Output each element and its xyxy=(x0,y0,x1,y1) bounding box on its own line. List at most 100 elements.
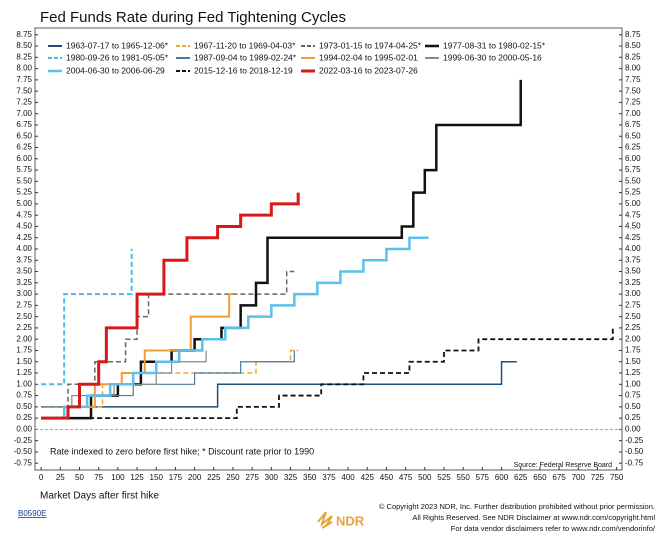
y2-tick-label: -0.25 xyxy=(625,436,644,445)
series-line xyxy=(41,349,299,408)
x-tick-label: 750 xyxy=(610,473,624,482)
x-tick-label: 675 xyxy=(552,473,566,482)
y2-tick-label: 2.00 xyxy=(625,334,641,343)
y2-tick-label: 8.50 xyxy=(625,41,641,50)
series-line xyxy=(41,236,429,420)
y-tick-label: 3.00 xyxy=(16,289,32,298)
y2-tick-label: 0.00 xyxy=(625,425,641,434)
y2-tick-label: 1.00 xyxy=(625,379,641,388)
y2-tick-label: 6.75 xyxy=(625,120,641,129)
legend-label: 1980-09-26 to 1981-05-05* xyxy=(66,52,169,62)
y-tick-label: 8.75 xyxy=(16,30,32,39)
x-tick-label: 125 xyxy=(130,473,144,482)
annotation: Rate indexed to zero before first hike; … xyxy=(50,446,314,456)
y-tick-label: 8.50 xyxy=(16,41,32,50)
legend-label: 1967-11-20 to 1969-04-03* xyxy=(194,40,296,50)
y2-tick-label: 4.25 xyxy=(625,233,641,242)
y2-tick-label: 1.75 xyxy=(625,346,641,355)
y2-tick-label: 5.25 xyxy=(625,188,641,197)
y2-tick-label: 3.75 xyxy=(625,255,641,264)
y-tick-label: 7.75 xyxy=(16,75,32,84)
x-tick-label: 175 xyxy=(169,473,183,482)
y2-tick-label: 2.25 xyxy=(625,323,641,332)
y2-tick-label: 3.00 xyxy=(625,289,641,298)
x-tick-label: 375 xyxy=(322,473,336,482)
y-tick-label: 2.25 xyxy=(16,323,32,332)
source: Source: Federal Reserve Board xyxy=(514,462,613,469)
y-tick-label: 0.75 xyxy=(16,391,32,400)
footer-line: For data vendor disclaimers refer to www… xyxy=(451,524,656,533)
y-tick-label: 6.50 xyxy=(16,131,32,140)
y-tick-label: 6.25 xyxy=(16,143,32,152)
y2-tick-label: 4.00 xyxy=(625,244,641,253)
y-tick-label: 5.00 xyxy=(16,199,32,208)
y-tick-label: 4.75 xyxy=(16,210,32,219)
x-tick-label: 325 xyxy=(284,473,298,482)
y2-tick-label: 3.50 xyxy=(625,267,641,276)
x-tick-label: 525 xyxy=(437,473,451,482)
series-line xyxy=(41,249,133,386)
x-tick-label: 100 xyxy=(111,473,125,482)
x-tick-label: 200 xyxy=(188,473,202,482)
x-tick-label: 450 xyxy=(380,473,394,482)
series-line xyxy=(41,350,207,408)
legend-label: 1999-06-30 to 2000-05-16 xyxy=(443,52,542,62)
y-tick-label: 1.50 xyxy=(16,357,32,366)
y-tick-label: 4.25 xyxy=(16,233,32,242)
x-tick-label: 50 xyxy=(75,473,84,482)
y-tick-label: 1.00 xyxy=(16,379,32,388)
y2-tick-label: 5.00 xyxy=(625,199,641,208)
x-tick-label: 725 xyxy=(591,473,605,482)
y2-tick-label: 5.50 xyxy=(625,176,641,185)
x-tick-label: 0 xyxy=(39,473,44,482)
legend-label: 1963-07-17 to 1965-12-06* xyxy=(66,40,169,50)
y2-tick-label: 6.50 xyxy=(625,131,641,140)
legend-label: 2015-12-16 to 2018-12-19 xyxy=(194,65,293,75)
y2-tick-label: 8.25 xyxy=(625,52,641,61)
y-tick-label: 5.50 xyxy=(16,176,32,185)
y-tick-label: 3.25 xyxy=(16,278,32,287)
y2-tick-label: 2.75 xyxy=(625,300,641,309)
x-tick-label: 500 xyxy=(418,473,432,482)
series-line xyxy=(41,192,300,420)
x-tick-label: 25 xyxy=(56,473,65,482)
y2-tick-label: 8.00 xyxy=(625,64,641,73)
y2-tick-label: 4.75 xyxy=(625,210,641,219)
chart-code: B0590E xyxy=(18,509,46,518)
y-tick-label: 3.75 xyxy=(16,255,32,264)
y-tick-label: 7.00 xyxy=(16,109,32,118)
x-tick-label: 475 xyxy=(399,473,413,482)
logo: NDR xyxy=(317,511,365,529)
y2-tick-label: -0.75 xyxy=(625,458,644,467)
x-tick-label: 300 xyxy=(265,473,279,482)
legend-label: 2022-03-16 to 2023-07-26 xyxy=(319,65,418,75)
footer-line: All Rights Reserved. See NDR Disclaimer … xyxy=(412,513,655,522)
y-tick-label: 8.00 xyxy=(16,64,32,73)
x-tick-label: 75 xyxy=(94,473,103,482)
y-tick-label: 1.25 xyxy=(16,368,32,377)
y-tick-label: 0.50 xyxy=(16,402,32,411)
y-tick-label: 0.00 xyxy=(16,425,32,434)
y-tick-label: 5.25 xyxy=(16,188,32,197)
y-tick-label: 0.25 xyxy=(16,413,32,422)
y2-tick-label: 6.00 xyxy=(625,154,641,163)
y2-tick-label: 1.50 xyxy=(625,357,641,366)
x-tick-label: 400 xyxy=(341,473,355,482)
x-tick-label: 600 xyxy=(495,473,509,482)
x-axis-label: Market Days after first hike xyxy=(40,491,159,502)
x-tick-label: 425 xyxy=(361,473,375,482)
x-tick-label: 550 xyxy=(456,473,470,482)
x-tick-label: 575 xyxy=(476,473,490,482)
y-tick-label: 4.00 xyxy=(16,244,32,253)
y-tick-label: 7.50 xyxy=(16,86,32,95)
y2-tick-label: 3.25 xyxy=(625,278,641,287)
y-tick-label: 6.00 xyxy=(16,154,32,163)
y-tick-label: -0.50 xyxy=(14,447,33,456)
x-tick-label: 150 xyxy=(150,473,164,482)
series-line xyxy=(41,327,614,420)
logo-icon xyxy=(317,511,333,529)
legend: 1963-07-17 to 1965-12-06* 1967-11-20 to 1… xyxy=(44,38,577,78)
y2-tick-label: 2.50 xyxy=(625,312,641,321)
series-line xyxy=(41,79,522,420)
